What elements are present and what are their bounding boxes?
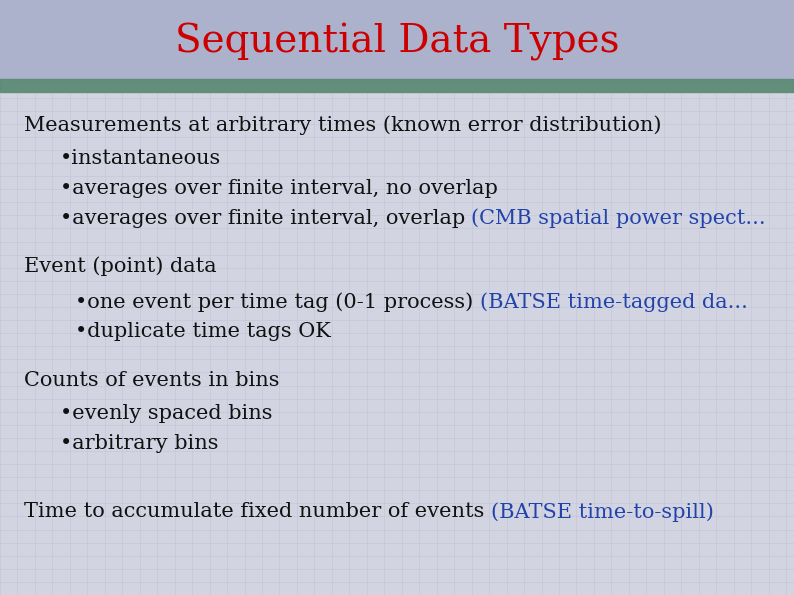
Text: (CMB spatial power spect...: (CMB spatial power spect... xyxy=(472,208,766,228)
Text: Counts of events in bins: Counts of events in bins xyxy=(24,371,279,390)
Text: •instantaneous: •instantaneous xyxy=(60,149,221,168)
Text: •one event per time tag (0-1 process): •one event per time tag (0-1 process) xyxy=(75,292,480,312)
Text: •averages over finite interval, no overlap: •averages over finite interval, no overl… xyxy=(60,179,497,198)
Text: Event (point) data: Event (point) data xyxy=(24,256,217,276)
Text: •evenly spaced bins: •evenly spaced bins xyxy=(60,404,272,423)
Bar xyxy=(0,79,794,92)
Text: (BATSE time-tagged da...: (BATSE time-tagged da... xyxy=(480,292,748,312)
Text: Sequential Data Types: Sequential Data Types xyxy=(175,23,619,61)
Text: •averages over finite interval, overlap: •averages over finite interval, overlap xyxy=(60,209,472,228)
Text: Measurements at arbitrary times (known error distribution): Measurements at arbitrary times (known e… xyxy=(24,115,661,135)
Text: (BATSE time-to-spill): (BATSE time-to-spill) xyxy=(491,502,714,522)
Bar xyxy=(0,92,794,595)
Text: •arbitrary bins: •arbitrary bins xyxy=(60,434,218,453)
Text: Time to accumulate fixed number of events: Time to accumulate fixed number of event… xyxy=(24,502,491,521)
Text: •duplicate time tags OK: •duplicate time tags OK xyxy=(75,322,331,341)
